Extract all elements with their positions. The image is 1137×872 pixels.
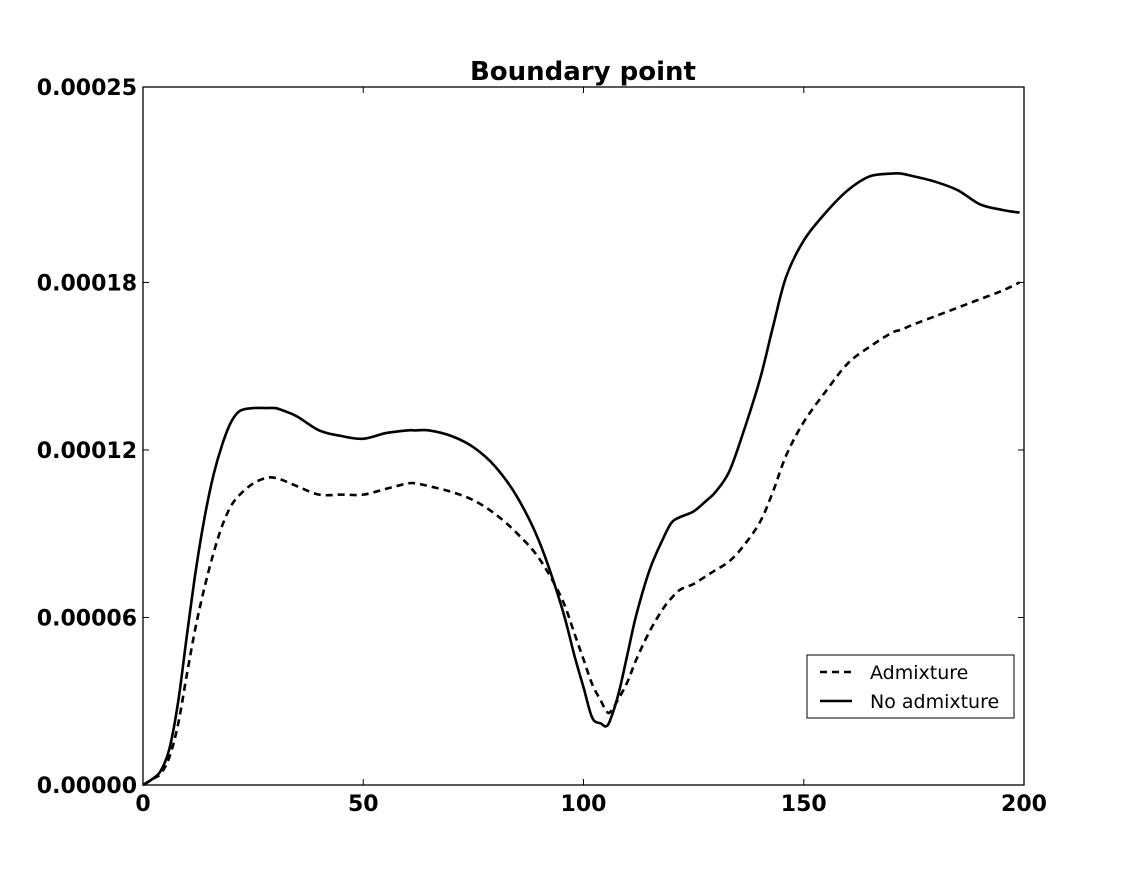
- y-tick-label: 0.00012: [37, 439, 137, 464]
- legend-label: No admixture: [870, 691, 999, 713]
- y-tick-label: 0.00000: [37, 774, 137, 799]
- y-tick-label: 0.00018: [37, 271, 137, 296]
- plot-area: [142, 171, 1021, 787]
- x-tick-label: 200: [1001, 792, 1047, 817]
- series-line-admixture: [142, 281, 1021, 787]
- x-tick-label: 100: [561, 792, 607, 817]
- x-tick-label: 150: [781, 792, 827, 817]
- axis-ticks: 0 50 100 150 200 0.00000 0.00006 0.00012 0.00018…: [37, 76, 1047, 817]
- y-tick-label: 0.00025: [37, 76, 137, 101]
- legend-label: Admixture: [870, 662, 968, 684]
- legend-box: [806, 654, 1015, 719]
- legend: Admixture No admixture: [806, 654, 1015, 719]
- chart-title: Boundary point: [470, 57, 696, 87]
- series-line-no-admixture: [142, 171, 1020, 787]
- x-tick-label: 50: [348, 792, 379, 817]
- y-tick-label: 0.00006: [37, 606, 137, 631]
- x-tick-label: 0: [135, 792, 150, 817]
